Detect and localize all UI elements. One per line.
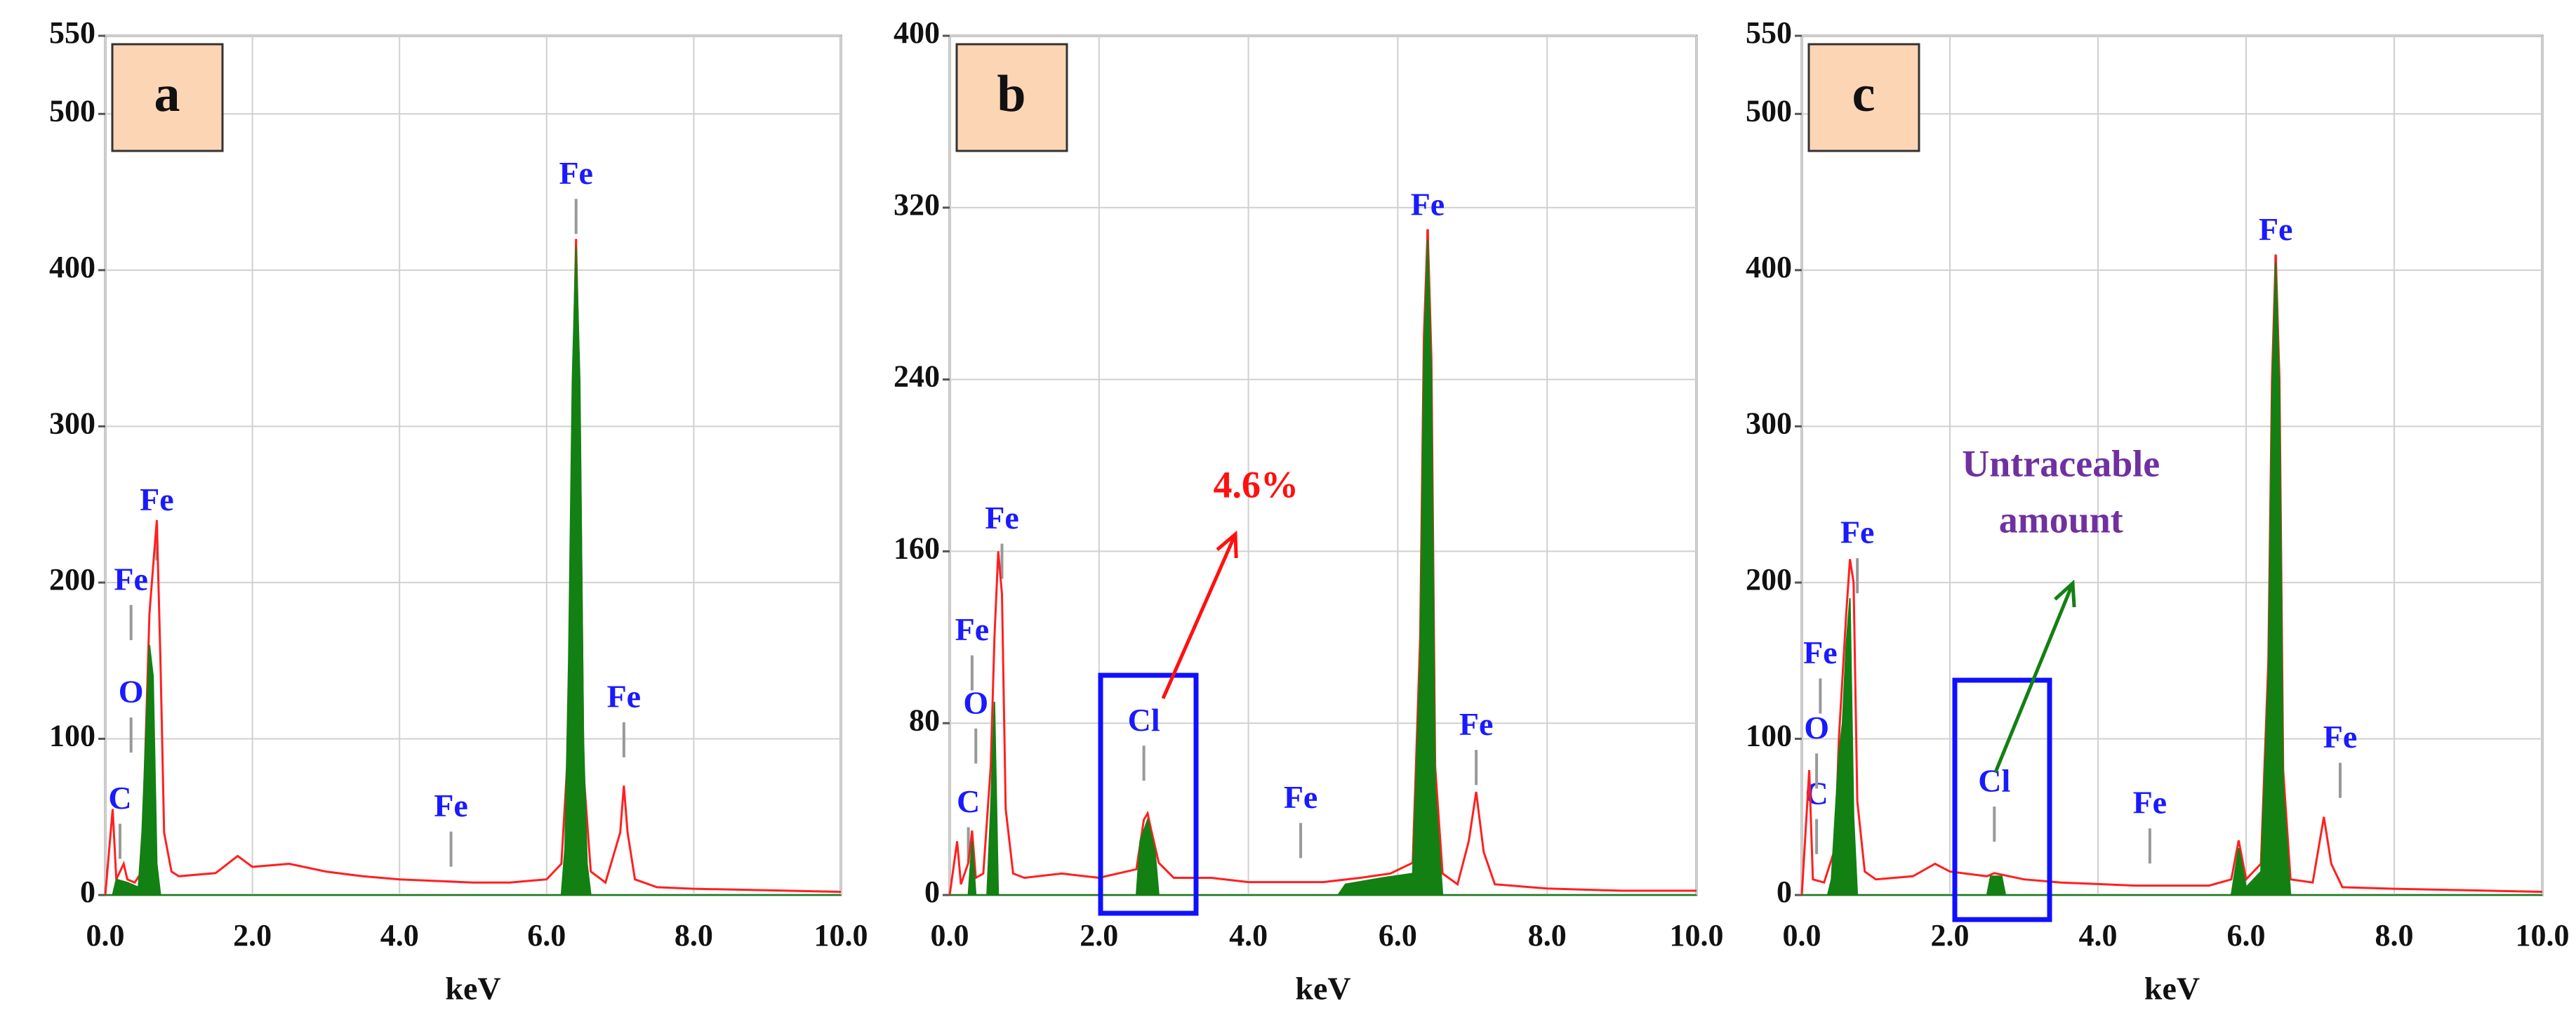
y-tick-label: 100 (1746, 719, 1792, 753)
peak-label: Fe (607, 678, 642, 714)
panel-label-box (955, 43, 1068, 152)
x-tick-label: 0.0 (1783, 918, 1821, 953)
x-tick-label: 4.0 (1229, 918, 1268, 953)
spectrum-area (950, 239, 1697, 896)
x-tick-label: 0.0 (931, 918, 969, 953)
x-tick-label: 6.0 (2227, 918, 2266, 953)
peak-label: Cl (1128, 702, 1160, 738)
x-axis-title: keV (1295, 971, 1350, 1007)
x-axis-title: keV (2144, 971, 2200, 1007)
arrow (1161, 533, 1237, 700)
annotation: Untraceable amount (1962, 443, 2160, 541)
peak-label: Fe (434, 788, 468, 823)
peak-label: Fe (955, 611, 990, 647)
y-tick-label: 0 (80, 875, 95, 909)
y-tick-label: 200 (1746, 562, 1792, 597)
plot-area (104, 34, 842, 896)
y-tick-label: 400 (1746, 250, 1792, 284)
y-tick-label: 320 (894, 187, 940, 222)
peak-label: Fe (1411, 186, 1445, 222)
panel: 0.0 2.0 4.0 6.0 8.0 10.00100200300400500550CO… (1746, 15, 2570, 1006)
y-tick-label: 400 (49, 250, 95, 284)
peak-label: Cl (1978, 763, 2010, 799)
x-tick-label: 0.0 (86, 918, 125, 953)
peak-label: Fe (2259, 211, 2293, 247)
highlight-box (1098, 672, 1199, 916)
y-tick-label: 500 (1746, 93, 1792, 128)
y-tick-label: 240 (894, 359, 940, 394)
y-tick-label: 200 (49, 562, 95, 597)
y-tick-label: 160 (894, 531, 940, 565)
peak-label: Fe (1840, 515, 1875, 550)
x-tick-label: 8.0 (675, 918, 713, 953)
x-tick-label: 8.0 (1528, 918, 1567, 953)
panel-label-box (1807, 43, 1920, 152)
y-tick-label: 100 (49, 719, 95, 753)
peak-label: Fe (1459, 706, 1494, 742)
y-tick-label: 550 (1746, 15, 1792, 50)
peak-label: Fe (1284, 779, 1318, 815)
spectrum-area (105, 246, 841, 896)
peak-label: Fe (2133, 785, 2167, 821)
panel-label: a (154, 65, 180, 123)
spectrum-line (948, 229, 1697, 896)
x-tick-label: 6.0 (527, 918, 566, 953)
x-axis-title: keV (445, 971, 500, 1007)
y-tick-label: 550 (49, 15, 95, 50)
x-tick-label: 10.0 (2516, 918, 2570, 953)
peak-label: O (963, 684, 988, 720)
arrow (1993, 583, 2075, 773)
spectrum-line (1800, 254, 2543, 896)
peak-label: O (1804, 710, 1829, 745)
x-tick-label: 2.0 (1931, 918, 1970, 953)
x-tick-label: 4.0 (380, 918, 419, 953)
x-tick-label: 2.0 (1080, 918, 1118, 953)
x-tick-label: 10.0 (814, 918, 868, 953)
x-tick-label: 8.0 (2375, 918, 2414, 953)
panel: 0.0 2.0 4.0 6.0 8.0 10.0 0 80 160 240 320 400 C O Fe Fe… (894, 15, 1724, 1006)
y-tick-label: 300 (49, 406, 95, 440)
peak-label: Fe (985, 500, 1019, 536)
peak-label: Fe (140, 482, 174, 517)
panel-label-box (111, 43, 224, 152)
panel-label: c (1852, 65, 1875, 123)
panel: 0.0 2.0 4.0 6.0 8.0 10.00100200300400500550CO… (49, 15, 868, 1006)
y-tick-label: 0 (924, 875, 940, 909)
x-tick-label: 2.0 (233, 918, 272, 953)
panel-label: b (997, 65, 1025, 123)
plot-area (1800, 34, 2544, 896)
y-tick-label: 300 (1746, 406, 1792, 440)
plot-area (948, 34, 1698, 896)
y-tick-label: 0 (1777, 875, 1792, 909)
highlight-box (1952, 677, 2052, 922)
spectrum-area (1802, 262, 2542, 896)
x-tick-label: 10.0 (1670, 918, 1724, 953)
peak-label: Fe (114, 561, 148, 597)
peak-label: C (957, 783, 980, 819)
peak-label: Fe (559, 155, 593, 191)
peak-label: Fe (1803, 635, 1838, 670)
peak-label: Fe (2323, 719, 2358, 755)
annotation-line: Untraceable (1962, 443, 2160, 485)
y-tick-label: 400 (894, 15, 940, 50)
annotation: 4.6% (1213, 464, 1299, 506)
y-tick-label: 80 (909, 703, 940, 737)
annotation-line: 4.6% (1213, 464, 1299, 506)
annotation-line: amount (1999, 499, 2123, 541)
peak-label: O (119, 674, 144, 710)
x-tick-label: 4.0 (2079, 918, 2118, 953)
arrow-head (1216, 530, 1238, 559)
arrow-head (2054, 579, 2076, 608)
x-tick-label: 6.0 (1379, 918, 1417, 953)
y-tick-label: 500 (49, 93, 95, 128)
